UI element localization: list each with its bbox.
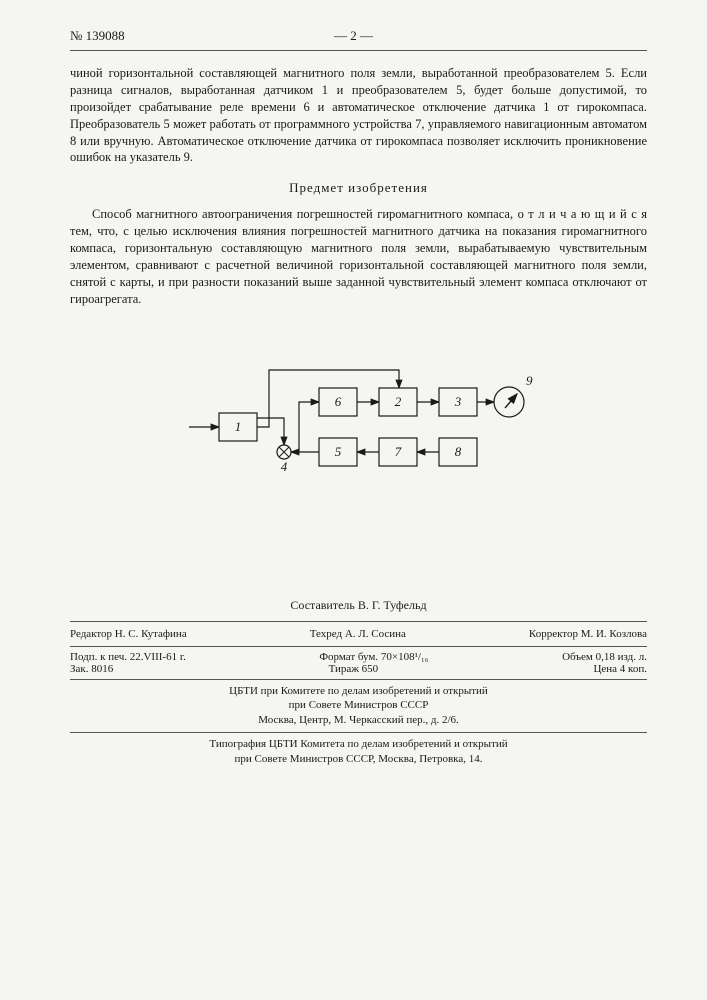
rule-4 — [70, 732, 647, 733]
svg-text:5: 5 — [334, 444, 341, 459]
paragraph-2: Способ магнитного автоограничения погреш… — [70, 206, 647, 307]
pub-right-2: Цена 4 коп. — [593, 663, 647, 675]
org2-line2: при Совете Министров СССР, Москва, Петро… — [70, 752, 647, 767]
pub-mid-1: Формат бум. 70×108¹/₁₆ — [319, 651, 428, 663]
pub-left-2: Зак. 8016 — [70, 663, 113, 675]
section-title: Предмет изобретения — [70, 180, 647, 196]
org1-line1: ЦБТИ при Комитете по делам изобретений и… — [70, 684, 647, 699]
editor: Редактор Н. С. Кутафина — [70, 628, 187, 640]
svg-text:4: 4 — [280, 459, 287, 474]
svg-text:3: 3 — [453, 394, 461, 409]
page-number: — 2 — — [0, 28, 707, 44]
header-rule — [70, 50, 647, 51]
pub-row-1: Подп. к печ. 22.VIII-61 г. Формат бум. 7… — [70, 651, 647, 663]
diagram-svg: 1 6 2 3 5 7 8 4 9 — [179, 358, 539, 478]
compiler-line: Составитель В. Г. Туфельд — [70, 598, 647, 613]
pub-mid-2: Тираж 650 — [329, 663, 379, 675]
rule-1 — [70, 621, 647, 622]
rule-3 — [70, 679, 647, 680]
svg-text:7: 7 — [394, 444, 401, 459]
credits-row: Редактор Н. С. Кутафина Техред А. Л. Сос… — [70, 628, 647, 640]
svg-text:2: 2 — [394, 394, 401, 409]
pub-left-1: Подп. к печ. 22.VIII-61 г. — [70, 651, 186, 663]
org1-line3: Москва, Центр, М. Черкасский пер., д. 2/… — [70, 713, 647, 728]
pub-right-1: Объем 0,18 изд. л. — [562, 651, 647, 663]
techred: Техред А. Л. Сосина — [310, 628, 406, 640]
org1-line2: при Совете Министров СССР — [70, 698, 647, 713]
svg-text:1: 1 — [234, 419, 241, 434]
corrector: Корректор М. И. Козлова — [529, 628, 647, 640]
svg-text:8: 8 — [454, 444, 461, 459]
org2-line1: Типография ЦБТИ Комитета по делам изобре… — [70, 737, 647, 752]
paragraph-1: чиной горизонтальной составляющей магнит… — [70, 65, 647, 166]
block-diagram: 1 6 2 3 5 7 8 4 9 — [70, 358, 647, 478]
svg-text:9: 9 — [526, 373, 533, 388]
page-container: № 139088 — 2 — — чиной горизонтальной со… — [0, 0, 707, 787]
rule-2 — [70, 646, 647, 647]
svg-text:6: 6 — [334, 394, 341, 409]
pub-row-2: Зак. 8016 Тираж 650 Цена 4 коп. — [70, 663, 647, 675]
header-row: № 139088 — 2 — — — [70, 28, 647, 44]
